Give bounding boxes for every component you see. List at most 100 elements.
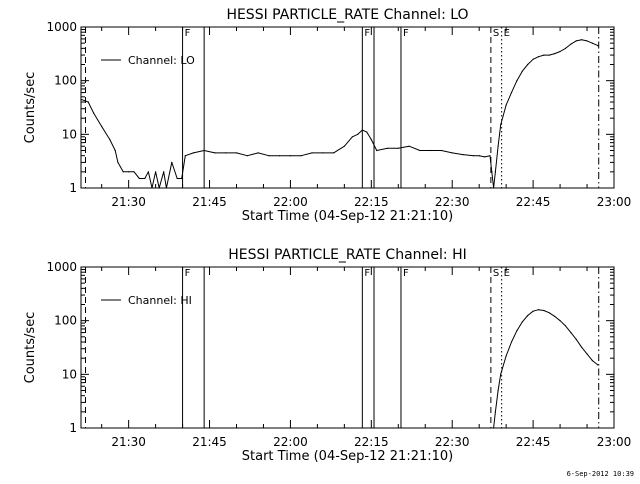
data-point bbox=[311, 152, 313, 154]
data-point bbox=[462, 154, 464, 156]
data-point bbox=[370, 138, 372, 141]
data-point bbox=[176, 177, 178, 180]
chart-panel-2: HESSI PARTICLE_RATE Channel: HI 1 10 100 100… bbox=[23, 247, 631, 464]
data-point bbox=[333, 152, 335, 154]
data-point bbox=[357, 133, 359, 135]
data-point bbox=[408, 145, 410, 147]
data-point bbox=[597, 364, 599, 366]
data-point bbox=[430, 149, 432, 152]
data-point bbox=[184, 155, 186, 157]
data-point bbox=[155, 171, 157, 173]
data-point bbox=[494, 411, 496, 413]
data-point bbox=[138, 177, 140, 180]
data-point bbox=[543, 309, 545, 312]
x-tick-label: 21:45 bbox=[192, 435, 227, 449]
y-tick-label: 100 bbox=[54, 314, 77, 328]
data-point bbox=[548, 312, 550, 314]
data-point bbox=[117, 161, 119, 163]
data-point bbox=[163, 171, 165, 173]
x-tick-label: 21:30 bbox=[111, 435, 146, 449]
data-point bbox=[510, 341, 513, 343]
data-point bbox=[214, 152, 216, 154]
data-point bbox=[419, 149, 421, 152]
y-tick-label: 10 bbox=[62, 367, 77, 381]
data-point bbox=[114, 149, 116, 152]
plot-frame bbox=[80, 26, 615, 189]
plot-frame bbox=[80, 266, 615, 429]
x-tick-label: 21:45 bbox=[192, 195, 227, 209]
data-point bbox=[493, 187, 495, 189]
data-point bbox=[505, 355, 507, 357]
data-point bbox=[386, 147, 389, 149]
y-tick-label: 1000 bbox=[46, 260, 77, 274]
data-point bbox=[268, 155, 270, 157]
data-point bbox=[289, 155, 291, 157]
data-point bbox=[591, 42, 594, 44]
y-tick-label: 1 bbox=[69, 421, 77, 435]
event-marker-label: F bbox=[185, 268, 191, 279]
data-point bbox=[505, 104, 507, 106]
data-point bbox=[366, 131, 368, 133]
data-point bbox=[570, 332, 572, 334]
data-point bbox=[351, 136, 353, 138]
data-point bbox=[478, 155, 480, 157]
chart-title: HESSI PARTICLE_RATE Channel: HI bbox=[228, 247, 466, 263]
data-point bbox=[203, 149, 205, 152]
data-point bbox=[144, 177, 146, 180]
chart-panel-1: HESSI PARTICLE_RATE Channel: LO 1 10 100 100… bbox=[23, 7, 631, 224]
data-point bbox=[192, 152, 194, 154]
data-point bbox=[516, 80, 518, 82]
y-tick-label: 1000 bbox=[46, 20, 77, 34]
data-point bbox=[543, 54, 545, 56]
data-point bbox=[376, 149, 378, 152]
data-point bbox=[500, 124, 502, 126]
x-tick-label: 22:15 bbox=[354, 195, 389, 209]
data-point bbox=[559, 50, 561, 53]
data-point bbox=[527, 63, 529, 66]
series-line bbox=[80, 39, 599, 189]
data-point bbox=[586, 353, 588, 355]
legend-label: Channel: LO bbox=[128, 54, 195, 67]
data-point bbox=[591, 360, 594, 362]
event-marker-label: F bbox=[403, 28, 409, 39]
data-point bbox=[516, 330, 518, 332]
timestamp-label: 6-Sep-2012 10:39 bbox=[566, 470, 634, 478]
data-point bbox=[300, 155, 302, 157]
data-point bbox=[521, 321, 523, 323]
data-point bbox=[473, 155, 475, 157]
data-point bbox=[575, 40, 577, 42]
data-point bbox=[122, 171, 124, 173]
data-point bbox=[586, 40, 588, 42]
data-point bbox=[532, 58, 534, 60]
data-point bbox=[109, 138, 111, 141]
data-point bbox=[279, 155, 281, 157]
data-point bbox=[532, 310, 534, 312]
data-point bbox=[564, 325, 567, 327]
data-point bbox=[597, 45, 599, 47]
event-marker-label: S bbox=[493, 28, 499, 39]
x-axis-label: Start Time (04-Sep-12 21:21:10) bbox=[242, 449, 453, 464]
data-point bbox=[165, 187, 167, 189]
x-tick-label: 22:30 bbox=[435, 435, 470, 449]
data-point bbox=[101, 125, 103, 128]
y-axis-label: Counts/sec bbox=[23, 312, 38, 384]
data-point bbox=[181, 177, 183, 180]
data-point bbox=[497, 145, 499, 147]
data-point bbox=[246, 155, 248, 157]
data-point bbox=[484, 156, 486, 158]
data-point bbox=[554, 315, 556, 317]
data-point bbox=[581, 346, 583, 348]
event-marker-label: F bbox=[185, 28, 191, 39]
data-point bbox=[527, 314, 529, 317]
data-point bbox=[570, 43, 572, 45]
data-point bbox=[521, 70, 523, 72]
event-marker-label: E bbox=[504, 28, 510, 39]
chart-title: HESSI PARTICLE_RATE Channel: LO bbox=[226, 7, 468, 23]
x-axis-label: Start Time (04-Sep-12 21:21:10) bbox=[242, 209, 453, 224]
data-point bbox=[451, 152, 453, 154]
data-point bbox=[537, 309, 540, 311]
data-point bbox=[235, 152, 238, 154]
data-point bbox=[537, 56, 540, 58]
data-point bbox=[494, 171, 496, 173]
